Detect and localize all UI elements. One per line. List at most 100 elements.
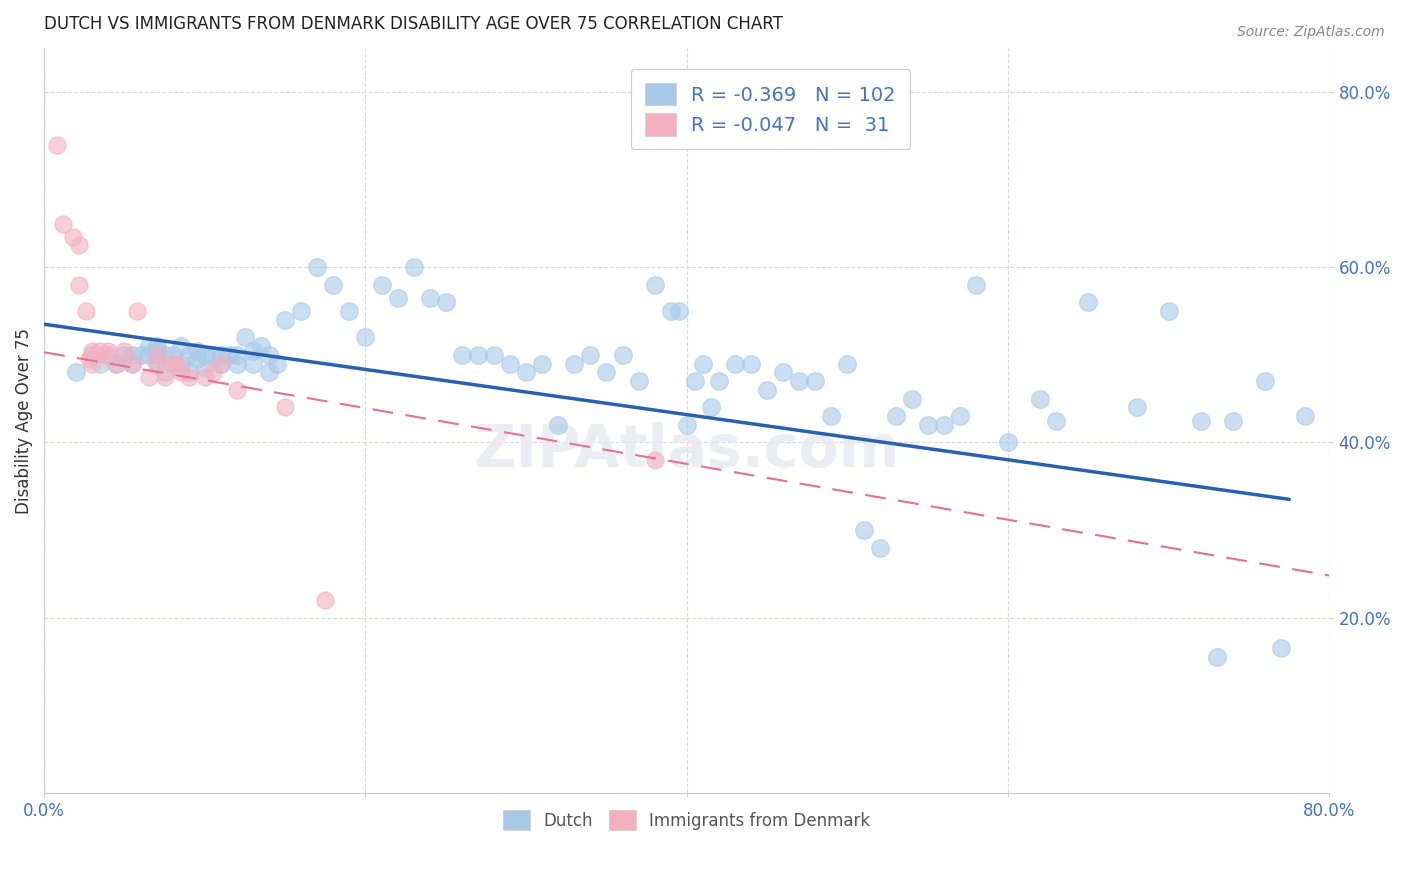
Point (515, 365, 537, 379)
Point (209, 357, 232, 371)
Point (547, 417, 569, 432)
Point (194, 348, 217, 362)
Point (837, 357, 859, 371)
Point (242, 357, 264, 371)
Point (659, 304, 682, 318)
Point (97, 343, 120, 358)
Point (65, 365, 87, 379)
Point (233, 330, 256, 344)
Point (337, 304, 360, 318)
Point (226, 357, 249, 371)
Point (772, 365, 794, 379)
Point (482, 348, 505, 362)
Point (82, 357, 104, 371)
Point (274, 401, 297, 415)
Point (177, 369, 200, 384)
Point (740, 357, 762, 371)
Point (177, 348, 200, 362)
Point (756, 383, 779, 397)
Point (105, 357, 128, 371)
Point (1029, 392, 1052, 406)
Point (153, 348, 176, 362)
Point (1254, 374, 1277, 388)
Point (162, 348, 184, 362)
Point (274, 313, 297, 327)
Legend: Dutch, Immigrants from Denmark: Dutch, Immigrants from Denmark (496, 804, 877, 837)
Point (644, 277, 666, 292)
Point (145, 339, 167, 353)
Point (165, 357, 187, 371)
Point (194, 361, 217, 376)
Point (170, 365, 193, 379)
Point (201, 348, 224, 362)
Point (153, 365, 176, 379)
Point (226, 383, 249, 397)
Point (82, 343, 104, 358)
Point (579, 348, 602, 362)
Point (105, 357, 128, 371)
Point (612, 348, 634, 362)
Point (1270, 641, 1292, 656)
Point (250, 339, 273, 353)
Point (129, 348, 152, 362)
Point (209, 357, 232, 371)
Point (257, 348, 280, 362)
Point (1077, 295, 1099, 310)
Point (121, 357, 143, 371)
Point (820, 409, 842, 424)
Point (595, 365, 617, 379)
Point (145, 343, 167, 358)
Point (1157, 304, 1180, 318)
Point (370, 277, 392, 292)
Point (531, 357, 554, 371)
Point (804, 374, 827, 388)
Point (949, 409, 972, 424)
Point (257, 365, 280, 379)
Point (170, 357, 193, 371)
Point (322, 277, 344, 292)
Point (46, 137, 69, 152)
Point (242, 343, 264, 358)
Point (194, 369, 217, 384)
Point (69, 238, 91, 252)
Point (138, 348, 160, 362)
Point (499, 357, 522, 371)
Point (724, 357, 747, 371)
Point (186, 352, 208, 367)
Point (450, 348, 472, 362)
Text: Source: ZipAtlas.com: Source: ZipAtlas.com (1237, 25, 1385, 39)
Point (290, 304, 312, 318)
Point (683, 374, 706, 388)
Point (145, 348, 167, 362)
Point (62, 229, 84, 244)
Point (965, 277, 987, 292)
Point (869, 541, 891, 555)
Point (917, 417, 939, 432)
Point (209, 348, 232, 362)
Point (127, 304, 149, 318)
Point (145, 357, 167, 371)
Point (467, 348, 489, 362)
Point (82, 348, 104, 362)
Point (218, 348, 240, 362)
Point (932, 417, 955, 432)
Point (402, 260, 425, 275)
Point (121, 348, 143, 362)
Point (89, 343, 111, 358)
Point (668, 304, 690, 318)
Point (1045, 413, 1067, 427)
Point (153, 369, 176, 384)
Point (692, 357, 714, 371)
Point (562, 357, 585, 371)
Point (707, 374, 730, 388)
Point (787, 374, 810, 388)
Point (307, 260, 329, 275)
Point (700, 401, 723, 415)
Point (1189, 413, 1212, 427)
Point (226, 348, 249, 362)
Point (1222, 413, 1244, 427)
Point (145, 357, 167, 371)
Point (419, 291, 441, 305)
Point (900, 392, 922, 406)
Point (644, 453, 666, 467)
